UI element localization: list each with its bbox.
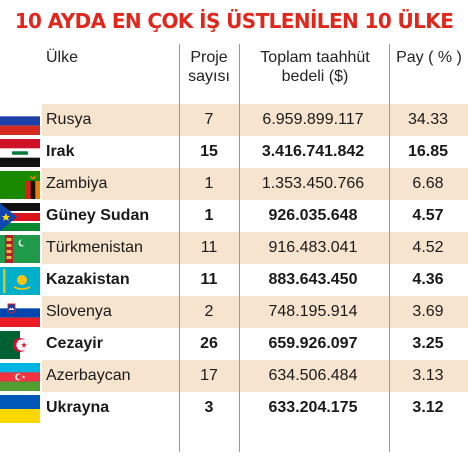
header-share: Pay ( % ) xyxy=(396,49,462,66)
table-row: Ukrayna 3 633.204.175 3.12 xyxy=(0,392,468,424)
zambia-flag-icon xyxy=(0,171,40,199)
header-projects-line2: sayısı xyxy=(188,68,230,85)
country-cell: Zambiya xyxy=(42,168,180,200)
projects-cell: 17 xyxy=(180,360,238,392)
value-cell: 883.643.450 xyxy=(238,264,388,296)
table-row: Irak 15 3.416.741.842 16.85 xyxy=(0,136,468,168)
projects-cell: 15 xyxy=(180,136,238,168)
share-cell: 3.25 xyxy=(388,328,468,360)
header-value-line1: Toplam taahhüt xyxy=(260,49,370,66)
header-country: Ülke xyxy=(46,49,79,66)
country-cell: Slovenya xyxy=(42,296,180,328)
projects-cell: 2 xyxy=(180,296,238,328)
table-title: 10 AYDA EN ÇOK İŞ ÜSTLENİLEN 10 ÜLKE xyxy=(14,9,454,33)
header-value: Toplam taahhüt bedeli ($) xyxy=(240,48,390,86)
projects-cell: 1 xyxy=(180,168,238,200)
table-row: Kazakistan 11 883.643.450 4.36 xyxy=(0,264,468,296)
share-cell: 6.68 xyxy=(388,168,468,200)
flag-cell xyxy=(0,296,42,328)
flag-cell xyxy=(0,328,42,360)
flag-cell xyxy=(0,136,42,168)
value-cell: 926.035.648 xyxy=(238,200,388,232)
table-row: Cezayir 26 659.926.097 3.25 xyxy=(0,328,468,360)
projects-cell: 11 xyxy=(180,232,238,264)
share-cell: 4.52 xyxy=(388,232,468,264)
data-table: Rusya 7 6.959.899.117 34.33 Irak 15 3.416.741.… xyxy=(0,104,468,424)
projects-cell: 26 xyxy=(180,328,238,360)
country-cell: Cezayir xyxy=(42,328,180,360)
share-cell: 4.36 xyxy=(388,264,468,296)
country-cell: Rusya xyxy=(42,104,180,136)
table-row: Zambiya 1 1.353.450.766 6.68 xyxy=(0,168,468,200)
russia-flag-icon xyxy=(0,107,40,135)
country-cell: Türkmenistan xyxy=(42,232,180,264)
value-cell: 634.506.484 xyxy=(238,360,388,392)
projects-cell: 1 xyxy=(180,200,238,232)
turkmenistan-flag-icon xyxy=(0,235,40,263)
table-row: Rusya 7 6.959.899.117 34.33 xyxy=(0,104,468,136)
projects-cell: 7 xyxy=(180,104,238,136)
flag-cell xyxy=(0,104,42,136)
south-sudan-flag-icon xyxy=(0,203,40,231)
azerbaijan-flag-icon xyxy=(0,363,40,391)
share-cell: 3.13 xyxy=(388,360,468,392)
country-cell: Güney Sudan xyxy=(42,200,180,232)
header-value-line2: bedeli ($) xyxy=(281,68,349,85)
kazakhstan-flag-icon xyxy=(0,267,40,295)
flag-cell xyxy=(0,232,42,264)
projects-cell: 11 xyxy=(180,264,238,296)
column-divider xyxy=(179,44,180,452)
country-cell: Kazakistan xyxy=(42,264,180,296)
flag-cell xyxy=(0,264,42,296)
share-cell: 4.57 xyxy=(388,200,468,232)
country-cell: Irak xyxy=(42,136,180,168)
flag-cell xyxy=(0,392,42,424)
value-cell: 748.195.914 xyxy=(238,296,388,328)
flag-cell xyxy=(0,200,42,232)
share-cell: 3.69 xyxy=(388,296,468,328)
share-cell: 16.85 xyxy=(388,136,468,168)
country-cell: Azerbaycan xyxy=(42,360,180,392)
table-row: Slovenya 2 748.195.914 3.69 xyxy=(0,296,468,328)
value-cell: 3.416.741.842 xyxy=(238,136,388,168)
algeria-flag-icon xyxy=(0,331,40,359)
value-cell: 633.204.175 xyxy=(238,392,388,424)
value-cell: 6.959.899.117 xyxy=(238,104,388,136)
projects-cell: 3 xyxy=(180,392,238,424)
table-row: Azerbaycan 17 634.506.484 3.13 xyxy=(0,360,468,392)
flag-cell xyxy=(0,360,42,392)
value-cell: 1.353.450.766 xyxy=(238,168,388,200)
share-cell: 3.12 xyxy=(388,392,468,424)
value-cell: 659.926.097 xyxy=(238,328,388,360)
column-divider xyxy=(239,44,240,452)
value-cell: 916.483.041 xyxy=(238,232,388,264)
country-cell: Ukrayna xyxy=(42,392,180,424)
header-projects-line1: Proje xyxy=(190,49,228,66)
table-row: Güney Sudan 1 926.035.648 4.57 xyxy=(0,200,468,232)
table-row: Türkmenistan 11 916.483.041 4.52 xyxy=(0,232,468,264)
header-projects: Proje sayısı xyxy=(180,48,238,86)
flag-cell xyxy=(0,168,42,200)
share-cell: 34.33 xyxy=(388,104,468,136)
ukraine-flag-icon xyxy=(0,395,40,423)
slovenia-flag-icon xyxy=(0,299,40,327)
iraq-flag-icon xyxy=(0,139,40,167)
column-divider xyxy=(389,44,390,452)
